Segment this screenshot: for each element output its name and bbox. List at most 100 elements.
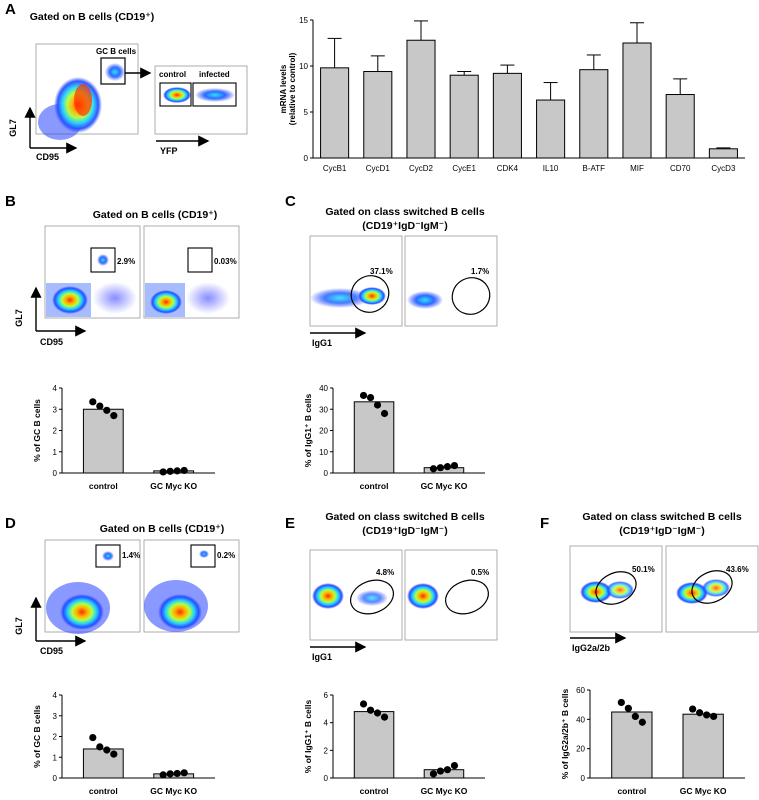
panel-a-gate-title: Gated on B cells (CD19⁺) bbox=[30, 11, 155, 23]
panel-c-gate-title-1: Gated on class switched B cells bbox=[325, 206, 484, 218]
bar bbox=[622, 42, 652, 159]
data-point bbox=[110, 750, 118, 758]
panel-letter-c: C bbox=[285, 193, 296, 210]
b-x-axis-label: CD95 bbox=[40, 337, 63, 347]
data-point bbox=[103, 406, 111, 414]
bar bbox=[492, 72, 522, 159]
y-tick-label: 0 bbox=[324, 774, 329, 783]
c-x-axis-label: IgG1 bbox=[312, 338, 332, 348]
d-pct-control: 1.4% bbox=[122, 551, 140, 560]
e-pct-ko: 0.5% bbox=[471, 568, 489, 577]
data-point bbox=[159, 468, 167, 476]
x-category-label: control bbox=[360, 786, 389, 796]
y-axis-title-line-1: mRNA levels bbox=[279, 64, 288, 113]
y-axis-title: % of IgG1⁺ B cells bbox=[303, 700, 313, 774]
panel-c-flow-plot-control bbox=[309, 235, 403, 327]
x-category-label: IL10 bbox=[543, 164, 559, 173]
x-category-label: B-ATF bbox=[583, 164, 606, 173]
y-tick-label: 3 bbox=[53, 712, 58, 721]
y-axis-title: % of IgG2a/2b⁺ B cells bbox=[560, 689, 570, 780]
panel-d-flow-plot-ko bbox=[143, 539, 240, 633]
y-tick-label: 60 bbox=[576, 686, 585, 695]
y-tick-label: 6 bbox=[324, 691, 329, 700]
x-category-label: control bbox=[617, 786, 646, 796]
panel-letter-d: D bbox=[5, 515, 16, 532]
yfp-axis-label: YFP bbox=[160, 146, 178, 156]
bar-control bbox=[353, 711, 395, 779]
panel-f-flow-plot-control bbox=[569, 545, 663, 633]
data-point bbox=[89, 398, 97, 406]
data-point bbox=[638, 718, 646, 726]
panel-b-flow-plot-control bbox=[44, 225, 141, 319]
x-category-label: CycB1 bbox=[323, 164, 347, 173]
f-pct-ko: 43.6% bbox=[726, 565, 749, 574]
y-tick-label: 4 bbox=[324, 719, 329, 728]
bar bbox=[449, 74, 479, 159]
data-point bbox=[710, 712, 718, 721]
y-tick-label: 20 bbox=[319, 427, 328, 436]
x-category-label: CycE1 bbox=[452, 164, 476, 173]
data-point bbox=[173, 467, 181, 475]
bar-control bbox=[611, 711, 653, 779]
infected-gate-box bbox=[192, 82, 237, 107]
data-point bbox=[617, 698, 625, 707]
panel-f-gate-title-2: (CD19⁺IgD⁻IgM⁻) bbox=[619, 525, 704, 537]
y-tick-label: 40 bbox=[319, 384, 328, 393]
f-igg2-bar-chart: 0 20 40 60 % of IgG2a/2b⁺ B cells control GC M… bbox=[560, 686, 745, 796]
y-tick-label: 20 bbox=[576, 745, 585, 754]
data-point bbox=[443, 766, 452, 774]
panel-a-flow-plot-1 bbox=[35, 43, 139, 140]
data-point bbox=[373, 401, 382, 409]
y-tick-label: 0 bbox=[324, 469, 329, 478]
bar bbox=[708, 148, 738, 159]
data-point bbox=[631, 712, 639, 721]
data-point bbox=[380, 713, 389, 721]
x-category-label: CDK4 bbox=[497, 164, 519, 173]
bar bbox=[320, 67, 350, 159]
y-tick-label: 4 bbox=[53, 691, 58, 700]
data-point bbox=[696, 709, 704, 717]
panel-d-flow-plot-control bbox=[44, 539, 141, 634]
x-category-label: CycD1 bbox=[366, 164, 391, 173]
data-point bbox=[703, 711, 711, 719]
data-point bbox=[436, 464, 445, 472]
x-category-label: MIF bbox=[630, 164, 644, 173]
bar-ko bbox=[682, 713, 724, 779]
control-gate-label: control bbox=[159, 70, 186, 79]
y-tick-label: 40 bbox=[576, 715, 585, 724]
x-category-label: control bbox=[89, 786, 118, 796]
e-pct-control: 4.8% bbox=[376, 568, 394, 577]
data-point bbox=[89, 733, 97, 742]
x-category-label: control bbox=[89, 481, 118, 491]
panel-e-flow-plot-ko bbox=[404, 549, 498, 641]
panel-e-flow-plot-control bbox=[309, 549, 403, 641]
y-tick-label: 1 bbox=[53, 753, 58, 762]
panel-b-gate-title: Gated on B cells (CD19⁺) bbox=[93, 209, 218, 221]
c-igg1-bar-chart: 0 10 20 30 40 % of IgG1⁺ B cells control GC Myc… bbox=[303, 384, 485, 491]
control-gate-box bbox=[159, 82, 192, 107]
panel-letter-f: F bbox=[540, 515, 549, 532]
x-category-label: GC Myc KO bbox=[421, 786, 468, 796]
panel-e-gate-title-2: (CD19⁺IgD⁻IgM⁻) bbox=[362, 525, 447, 537]
bar bbox=[665, 94, 695, 159]
x-category-label: GC Myc KO bbox=[680, 786, 727, 796]
x-category-label: control bbox=[360, 481, 389, 491]
f-x-axis-label: IgG2a/2b bbox=[572, 643, 611, 653]
d-y-axis-label: GL7 bbox=[14, 617, 24, 635]
data-point bbox=[359, 700, 368, 708]
data-point bbox=[366, 706, 375, 714]
a-x-axis-label: CD95 bbox=[36, 152, 59, 162]
data-point bbox=[110, 412, 118, 420]
infected-gate-label: infected bbox=[199, 70, 230, 79]
x-category-label: GC Myc KO bbox=[421, 481, 468, 491]
x-category-label: GC Myc KO bbox=[150, 786, 197, 796]
panel-f-flow-plot-ko bbox=[665, 545, 759, 633]
y-tick-label: 30 bbox=[319, 405, 328, 414]
mrna-bar-chart: 0 5 10 15 mRNA levels (relative to control) Cy… bbox=[279, 16, 745, 173]
bar-control bbox=[82, 408, 124, 474]
y-tick-label: 0 bbox=[53, 774, 58, 783]
d-pct-ko: 0.2% bbox=[217, 551, 235, 560]
e-igg1-bar-chart: 0 2 4 6 % of IgG1⁺ B cells control GC Myc KO bbox=[303, 691, 485, 796]
data-point bbox=[180, 466, 188, 475]
